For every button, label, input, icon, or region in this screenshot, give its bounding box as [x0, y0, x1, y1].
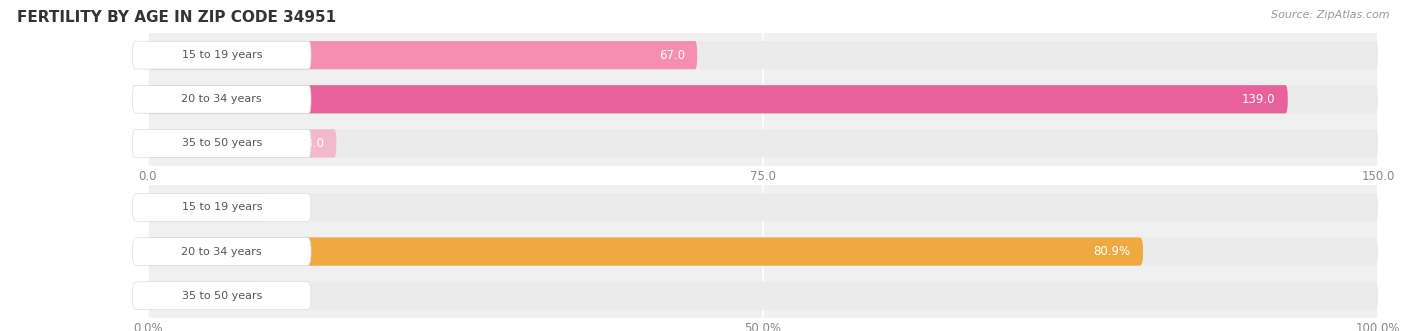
FancyBboxPatch shape [148, 41, 697, 69]
FancyBboxPatch shape [148, 237, 1143, 266]
FancyBboxPatch shape [132, 282, 311, 309]
Text: 67.0: 67.0 [659, 49, 685, 62]
FancyBboxPatch shape [132, 41, 311, 69]
Text: 23.0: 23.0 [298, 137, 323, 150]
FancyBboxPatch shape [148, 129, 1378, 158]
FancyBboxPatch shape [148, 237, 1378, 266]
FancyBboxPatch shape [148, 85, 1288, 114]
FancyBboxPatch shape [148, 85, 1378, 114]
Text: 9.3%: 9.3% [274, 289, 304, 302]
FancyBboxPatch shape [148, 41, 1378, 69]
Text: FERTILITY BY AGE IN ZIP CODE 34951: FERTILITY BY AGE IN ZIP CODE 34951 [17, 10, 336, 25]
FancyBboxPatch shape [132, 238, 311, 265]
Text: 80.9%: 80.9% [1094, 245, 1130, 258]
Text: 15 to 19 years: 15 to 19 years [181, 203, 262, 213]
Text: 20 to 34 years: 20 to 34 years [181, 247, 262, 257]
Text: 139.0: 139.0 [1241, 93, 1275, 106]
FancyBboxPatch shape [148, 193, 269, 221]
FancyBboxPatch shape [132, 85, 311, 113]
FancyBboxPatch shape [148, 129, 336, 158]
Text: 35 to 50 years: 35 to 50 years [181, 291, 262, 301]
FancyBboxPatch shape [148, 193, 1378, 221]
FancyBboxPatch shape [148, 282, 262, 310]
Text: Source: ZipAtlas.com: Source: ZipAtlas.com [1271, 10, 1389, 20]
Text: 15 to 19 years: 15 to 19 years [181, 50, 262, 60]
Text: 35 to 50 years: 35 to 50 years [181, 138, 262, 148]
Text: 9.8%: 9.8% [281, 201, 311, 214]
FancyBboxPatch shape [132, 129, 311, 157]
Text: 20 to 34 years: 20 to 34 years [181, 94, 262, 104]
FancyBboxPatch shape [132, 194, 311, 221]
FancyBboxPatch shape [148, 282, 1378, 310]
